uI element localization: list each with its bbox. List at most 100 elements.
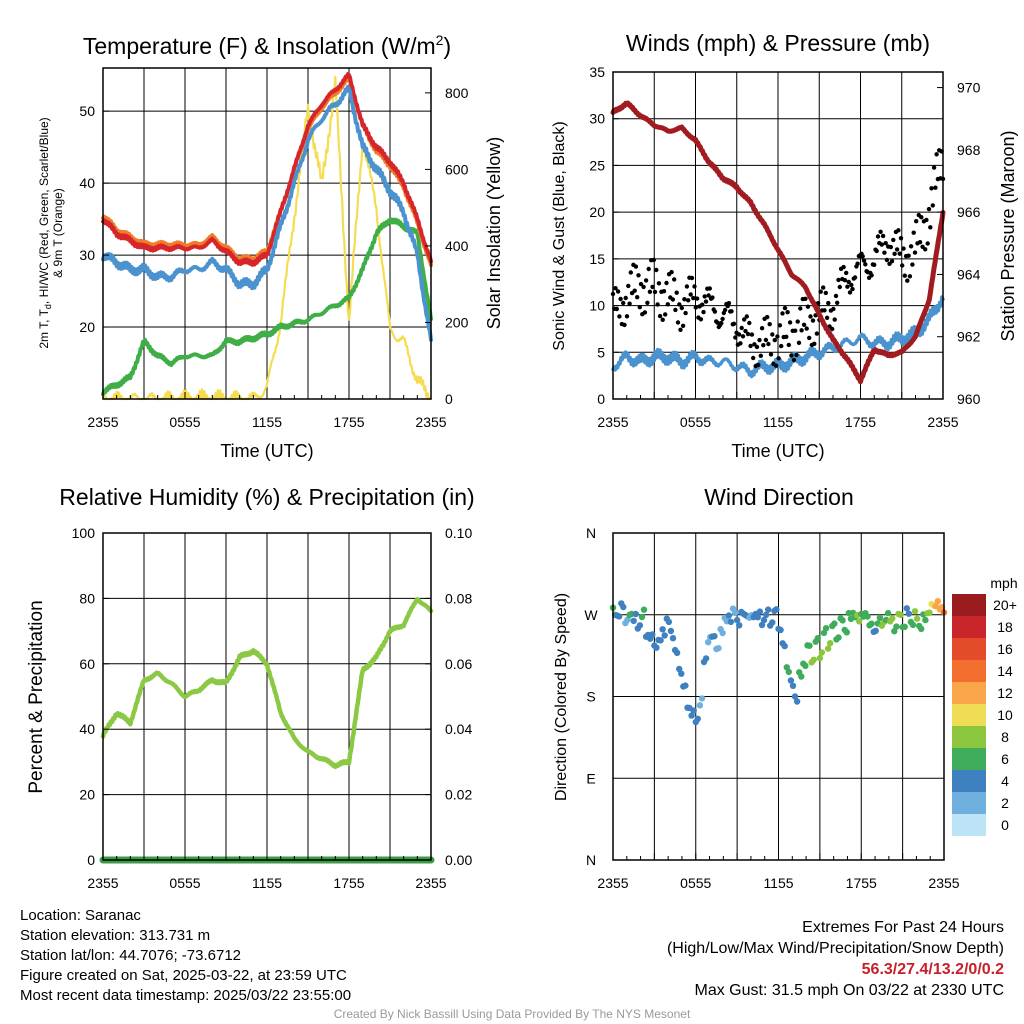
- y2-tick-label: 0.10: [445, 525, 472, 541]
- gust-point: [641, 284, 646, 290]
- gust-point: [808, 314, 813, 319]
- x-tick-label: 1755: [845, 414, 876, 430]
- y-tick-label: 100: [72, 525, 96, 541]
- gust-point: [814, 331, 820, 336]
- gust-point: [693, 305, 698, 310]
- gust-point: [869, 273, 874, 278]
- direction-point: [725, 612, 733, 619]
- x-tick-label: 1155: [252, 875, 282, 891]
- direction-point: [736, 622, 743, 629]
- gust-point: [673, 307, 678, 313]
- humidity-grid: [103, 532, 431, 861]
- gust-point: [931, 165, 937, 170]
- colorbar-label: 12: [997, 685, 1013, 701]
- gust-point: [702, 294, 707, 299]
- gust-point: [726, 301, 732, 306]
- gust-point: [907, 274, 913, 279]
- direction-point: [868, 620, 875, 627]
- pressure-ylabel: Station Pressure (Maroon): [998, 130, 1018, 341]
- gust-point: [898, 236, 904, 241]
- dewpoint-line: [101, 217, 433, 397]
- direction-point: [688, 712, 695, 719]
- direction-point: [630, 617, 637, 625]
- gust-point: [882, 250, 887, 255]
- gust-point: [707, 286, 712, 291]
- colorbar-cell: [952, 660, 986, 682]
- gust-point: [933, 185, 938, 190]
- gust-point: [928, 225, 933, 230]
- direction-grid: [613, 533, 944, 860]
- gust-point: [910, 262, 915, 267]
- gust-point: [623, 295, 628, 301]
- gust-point: [926, 206, 932, 212]
- gust-point: [835, 300, 840, 305]
- gust-point: [701, 309, 706, 315]
- gust-point: [777, 323, 783, 328]
- y2-tick-label: 0: [445, 391, 453, 407]
- gust-point: [786, 342, 791, 348]
- gust-point: [628, 270, 633, 275]
- x-tick-label: 0555: [680, 875, 711, 891]
- x-tick-label: 2355: [928, 875, 959, 891]
- gust-point: [798, 306, 803, 311]
- gust-point: [801, 322, 807, 327]
- gust-point: [896, 228, 901, 233]
- x-tick-label: 1155: [763, 875, 793, 891]
- colorbar-cell: [952, 726, 986, 748]
- gust-point: [736, 332, 742, 337]
- direction-point: [839, 617, 846, 624]
- gust-point: [749, 332, 755, 337]
- direction-point: [889, 615, 896, 622]
- colorbar-label: 18: [997, 619, 1013, 635]
- gust-point: [637, 305, 642, 310]
- direction-point: [758, 621, 766, 629]
- gust-point: [929, 186, 934, 191]
- gust-point: [763, 337, 769, 343]
- direction-point: [756, 608, 764, 615]
- gust-point: [812, 341, 817, 346]
- direction-point: [690, 707, 697, 714]
- direction-point: [632, 610, 639, 618]
- gust-point: [832, 317, 837, 322]
- gust-point: [925, 241, 930, 246]
- y-tick-label: 80: [79, 590, 95, 606]
- gust-point: [761, 343, 766, 348]
- gust-point: [775, 334, 780, 339]
- gust-point: [765, 314, 770, 320]
- gust-point: [751, 355, 756, 361]
- gust-point: [785, 310, 790, 315]
- direction-point: [897, 611, 904, 619]
- gust-point: [621, 300, 626, 306]
- x-tick-label: 1755: [333, 414, 364, 430]
- gust-point: [692, 284, 697, 289]
- gust-point: [710, 295, 715, 300]
- gust-point: [651, 257, 656, 263]
- direction-point: [843, 629, 850, 636]
- y2-tick-label: 0.06: [445, 656, 472, 672]
- gust-point: [914, 219, 919, 224]
- gust-point: [787, 320, 793, 325]
- direction-point: [893, 623, 900, 630]
- gust-point: [654, 267, 659, 273]
- gust-point: [679, 305, 684, 311]
- direction-point: [822, 625, 830, 632]
- gust-point: [757, 337, 762, 343]
- gust-point: [878, 229, 883, 234]
- colorbar-cell: [952, 682, 986, 704]
- gust-point: [934, 152, 939, 157]
- gust-point: [627, 301, 632, 306]
- gust-point: [888, 244, 893, 250]
- gust-point: [807, 335, 812, 341]
- colorbar-cell: [952, 638, 986, 660]
- gust-point: [897, 251, 902, 256]
- y-tick-label: 50: [79, 103, 95, 119]
- gust-point: [617, 314, 622, 319]
- y2-tick-label: 200: [445, 314, 469, 330]
- direction-point: [765, 606, 772, 613]
- direction-ylabel: Direction (Colored By Speed): [553, 593, 570, 801]
- station-latlon: Station lat/lon: 44.7076; -73.6712: [20, 947, 242, 964]
- gust-point: [830, 326, 835, 332]
- direction-point: [760, 616, 768, 624]
- direction-point: [636, 622, 644, 629]
